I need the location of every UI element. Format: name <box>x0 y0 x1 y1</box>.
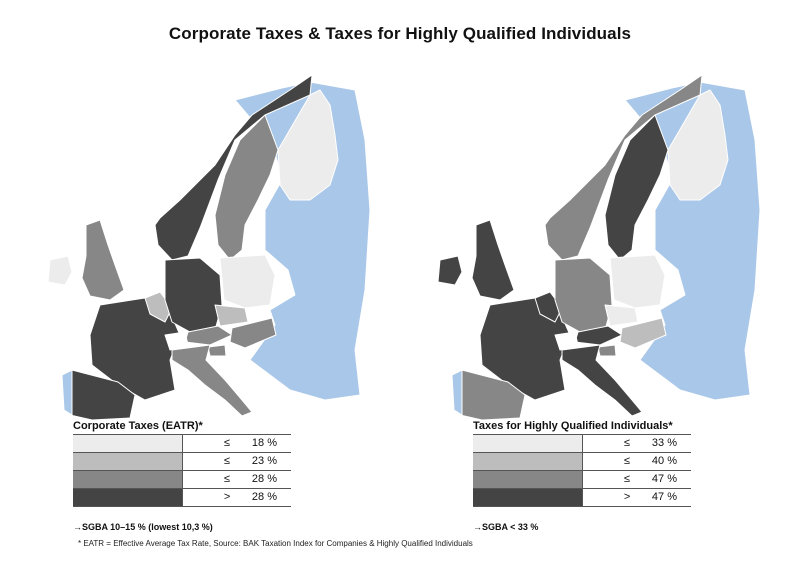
region-czech <box>214 304 249 327</box>
legend-swatch <box>73 471 183 488</box>
region-norway <box>154 74 313 261</box>
region-finland <box>277 89 339 201</box>
region-sweden <box>214 114 279 261</box>
legend-range: >28 % <box>223 491 277 503</box>
region-switzerland <box>554 331 579 351</box>
region-italy <box>561 344 643 417</box>
legend-range: ≤28 % <box>223 473 277 485</box>
legend-row: ≤33 % <box>473 435 691 453</box>
region-portugal <box>61 369 73 416</box>
legend-swatch <box>73 435 183 452</box>
legend-range: ≤23 % <box>223 455 277 467</box>
region-italy <box>171 344 253 417</box>
legend-range: >47 % <box>623 491 677 503</box>
legend-range: ≤47 % <box>623 473 677 485</box>
legend-swatch <box>473 435 583 452</box>
region-ireland <box>437 255 463 286</box>
region-germany <box>554 257 613 333</box>
region-sweden <box>604 114 669 261</box>
legend-row: ≤40 % <box>473 453 691 471</box>
map-individual-taxes <box>437 74 761 420</box>
legend-swatch <box>73 489 183 506</box>
region-hungary <box>229 317 277 349</box>
legend-row: >47 % <box>473 489 691 507</box>
legend-swatch <box>473 489 583 506</box>
region-hungary <box>619 317 667 349</box>
region-poland <box>609 254 666 309</box>
legend-title: Corporate Taxes (EATR)* <box>73 418 291 435</box>
legend-range: ≤40 % <box>623 455 677 467</box>
page-title: Corporate Taxes & Taxes for Highly Quali… <box>168 24 632 43</box>
region-portugal <box>451 369 463 416</box>
sgba-note-individual: →SGBA < 33 % <box>473 522 539 532</box>
region-poland <box>219 254 276 309</box>
region-germany <box>164 257 223 333</box>
region-slovenia <box>597 344 617 357</box>
region-finland <box>667 89 729 201</box>
region-ireland <box>47 255 73 286</box>
region-czech <box>604 304 639 327</box>
legend-swatch <box>73 453 183 470</box>
legend-row: ≤47 % <box>473 471 691 489</box>
region-uk <box>81 219 125 301</box>
legend-row: ≤23 % <box>73 453 291 471</box>
region-switzerland <box>164 331 189 351</box>
map-corporate-taxes <box>47 74 371 420</box>
legend-individual-taxes: Taxes for Highly Qualified Individuals* … <box>473 418 691 507</box>
legend-corporate-taxes: Corporate Taxes (EATR)* ≤18 % ≤23 % ≤28 … <box>73 418 291 507</box>
legend-row: ≤28 % <box>73 471 291 489</box>
region-uk <box>471 219 515 301</box>
sgba-note-corporate: →SGBA 10–15 % (lowest 10,3 %) <box>73 522 213 532</box>
legend-row: ≤18 % <box>73 435 291 453</box>
footnote: * EATR = Effective Average Tax Rate, Sou… <box>78 539 473 548</box>
region-slovenia <box>207 344 227 357</box>
legend-swatch <box>473 453 583 470</box>
legend-title: Taxes for Highly Qualified Individuals* <box>473 418 691 435</box>
legend-range: ≤18 % <box>223 437 277 449</box>
legend-range: ≤33 % <box>623 437 677 449</box>
region-norway <box>544 74 703 261</box>
legend-swatch <box>473 471 583 488</box>
legend-row: >28 % <box>73 489 291 507</box>
